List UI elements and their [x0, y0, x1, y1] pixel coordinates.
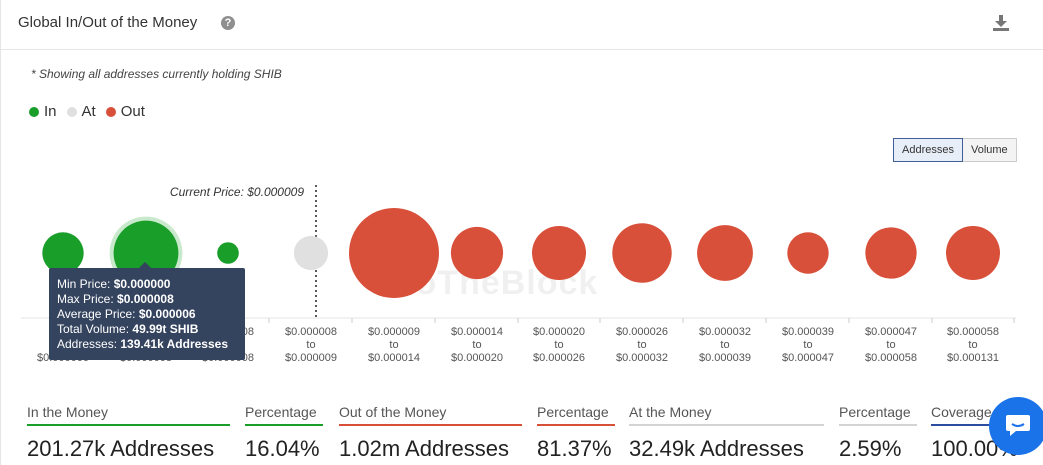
x-tick-label: to [554, 339, 563, 351]
card-header: Global In/Out of the Money ? [1, 0, 1043, 50]
chat-button[interactable] [989, 397, 1043, 455]
bubble-in-3[interactable] [217, 242, 239, 264]
stat-label: Percentage [839, 398, 917, 426]
stat-value: 1.02m Addresses [339, 436, 509, 461]
summary-stats: In the Money 201.27k Addresses Percentag… [1, 398, 1043, 465]
tooltip-total-volume: Total Volume: 49.99t SHIB [57, 322, 199, 336]
legend-at[interactable]: At [66, 103, 96, 120]
x-tick-label: $0.000026 [616, 326, 668, 338]
x-tick-label: to [637, 339, 646, 351]
volume-toggle-button[interactable]: Volume [962, 138, 1017, 162]
x-tick-label: to [720, 339, 729, 351]
x-tick-label: $0.000008 [285, 326, 337, 338]
x-tick-label: $0.000014 [451, 326, 503, 338]
bubble-tooltip: Min Price: $0.000000 Max Price: $0.00000… [49, 262, 245, 360]
x-tick-label: $0.000026 [533, 352, 585, 364]
x-tick-label: $0.000039 [782, 326, 834, 338]
bubble-out-11[interactable] [865, 227, 917, 279]
tooltip-average-price: Average Price: $0.000006 [57, 307, 196, 321]
x-tick-label: to [472, 339, 481, 351]
stat-out-percentage: Percentage 81.37% [537, 398, 615, 462]
x-tick-label: $0.000047 [865, 326, 917, 338]
bubble-out-9[interactable] [697, 225, 753, 281]
x-tick-label: $0.000131 [947, 352, 999, 364]
legend-label-in: In [44, 103, 57, 120]
bubble-in-1[interactable] [42, 232, 84, 274]
tooltip-addresses: Addresses: 139.41k Addresses [57, 337, 229, 351]
x-tick-label: $0.000058 [865, 352, 917, 364]
bubble-out-8[interactable] [612, 223, 672, 283]
legend-in[interactable]: In [29, 103, 57, 120]
x-tick-label: $0.000032 [616, 352, 668, 364]
tooltip-arrow [139, 262, 151, 268]
stat-value: 32.49k Addresses [629, 436, 804, 461]
holding-note: * Showing all addresses currently holdin… [31, 67, 282, 81]
x-tick-label: $0.000058 [947, 326, 999, 338]
x-tick-label: to [968, 339, 977, 351]
x-tick-label: $0.000039 [699, 352, 751, 364]
x-tick-label: $0.000032 [699, 326, 751, 338]
x-tick-label: $0.000020 [451, 352, 503, 364]
stat-label: Coverage [931, 398, 1021, 426]
stat-in-the-money: In the Money 201.27k Addresses [27, 398, 230, 462]
x-tick-label: to [886, 339, 895, 351]
stat-label: At the Money [629, 398, 824, 426]
current-price-label: Current Price: $0.000009 [170, 185, 304, 199]
bubble-out-10[interactable] [787, 232, 829, 274]
x-tick-label: to [803, 339, 812, 351]
help-icon[interactable]: ? [221, 16, 235, 30]
x-tick-label: $0.000020 [533, 326, 585, 338]
legend-dot-out [105, 106, 116, 117]
legend-dot-in [29, 106, 39, 117]
download-icon[interactable] [991, 13, 1011, 33]
x-tick-label: $0.000009 [285, 352, 337, 364]
bubble-out-7[interactable] [532, 226, 586, 280]
legend-out[interactable]: Out [105, 103, 145, 120]
stat-label: Percentage [537, 398, 615, 426]
tooltip-min-price: Min Price: $0.000000 [57, 277, 171, 291]
legend-label-at: At [81, 103, 96, 120]
legend-label-out: Out [120, 103, 145, 120]
stat-value: 201.27k Addresses [27, 436, 215, 461]
x-tick-label: $0.000014 [368, 352, 420, 364]
stat-at-the-money: At the Money 32.49k Addresses [629, 398, 824, 462]
stat-label: Out of the Money [339, 398, 522, 426]
stat-value: 16.04% [245, 436, 320, 461]
chat-bubble-icon [1006, 415, 1030, 436]
bubble-out-6[interactable] [450, 226, 504, 280]
stat-label: In the Money [27, 398, 230, 426]
legend-dot-at [66, 106, 77, 117]
x-tick-label: $0.000009 [368, 326, 420, 338]
stat-out-of-the-money: Out of the Money 1.02m Addresses [339, 398, 522, 462]
stat-at-percentage: Percentage 2.59% [839, 398, 917, 462]
addresses-toggle-button[interactable]: Addresses [893, 138, 963, 162]
stat-in-percentage: Percentage 16.04% [245, 398, 323, 462]
metric-toggle: Addresses Volume [893, 138, 1017, 162]
bubble-out-5[interactable] [349, 208, 439, 298]
x-tick-label: to [306, 339, 315, 351]
bubble-out-12[interactable] [946, 226, 1000, 280]
stat-value: 2.59% [839, 436, 902, 461]
chart-legend: In At Out [29, 103, 155, 120]
stat-value: 81.37% [537, 436, 612, 461]
stat-label: Percentage [245, 398, 323, 426]
card-title: Global In/Out of the Money [18, 14, 198, 31]
bubble-at-4[interactable] [293, 235, 329, 271]
x-tick-label: to [389, 339, 398, 351]
x-tick-label: $0.000047 [782, 352, 834, 364]
tooltip-max-price: Max Price: $0.000008 [57, 292, 174, 306]
